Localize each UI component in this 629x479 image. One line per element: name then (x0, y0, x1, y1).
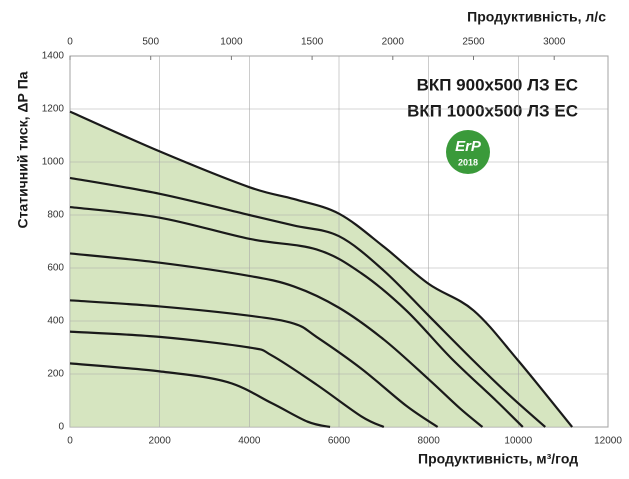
curve (69, 110, 573, 428)
y-tick-label: 800 (47, 210, 64, 221)
area (70, 111, 573, 428)
x2-axis-label: Продуктивність, л/с (467, 9, 606, 25)
curve (69, 299, 439, 428)
x-tick-label: 0 (67, 436, 73, 447)
x-tick-label: 10000 (504, 436, 532, 447)
x2-tick-label: 1500 (301, 37, 324, 48)
x-tick-label: 12000 (594, 436, 622, 447)
x-axis-label: Продуктивність, м³/год (418, 451, 578, 467)
x-tick-label: 4000 (238, 436, 261, 447)
y-tick-label: 600 (47, 263, 64, 274)
x2-tick-label: 1000 (220, 37, 243, 48)
y-tick-label: 0 (58, 422, 64, 433)
curve (69, 330, 385, 429)
y-axis-label: Статичний тиск, ΔР Па (15, 71, 31, 228)
chart-title: ВКП 900x500 ЛЗ ЕС (417, 75, 578, 94)
curve (69, 205, 524, 428)
x2-tick-label: 3000 (543, 37, 566, 48)
badge-year: 2018 (458, 157, 478, 167)
curve (69, 252, 484, 428)
y-tick-label: 200 (47, 369, 64, 380)
curve (69, 176, 546, 428)
x2-tick-label: 2000 (382, 37, 405, 48)
y-tick-label: 1400 (42, 51, 65, 62)
x-tick-label: 8000 (418, 436, 441, 447)
x-tick-label: 6000 (328, 436, 351, 447)
x2-tick-label: 0 (67, 37, 73, 48)
badge-text: ErP (455, 138, 482, 155)
x-tick-label: 2000 (149, 436, 172, 447)
chart-title: ВКП 1000x500 ЛЗ ЕС (407, 101, 578, 120)
badge-circle (446, 130, 490, 174)
y-tick-label: 1200 (42, 104, 65, 115)
y-tick-label: 400 (47, 316, 64, 327)
curve (69, 362, 331, 429)
y-tick-label: 1000 (42, 157, 65, 168)
x2-tick-label: 500 (142, 37, 159, 48)
x2-tick-label: 2500 (462, 37, 485, 48)
